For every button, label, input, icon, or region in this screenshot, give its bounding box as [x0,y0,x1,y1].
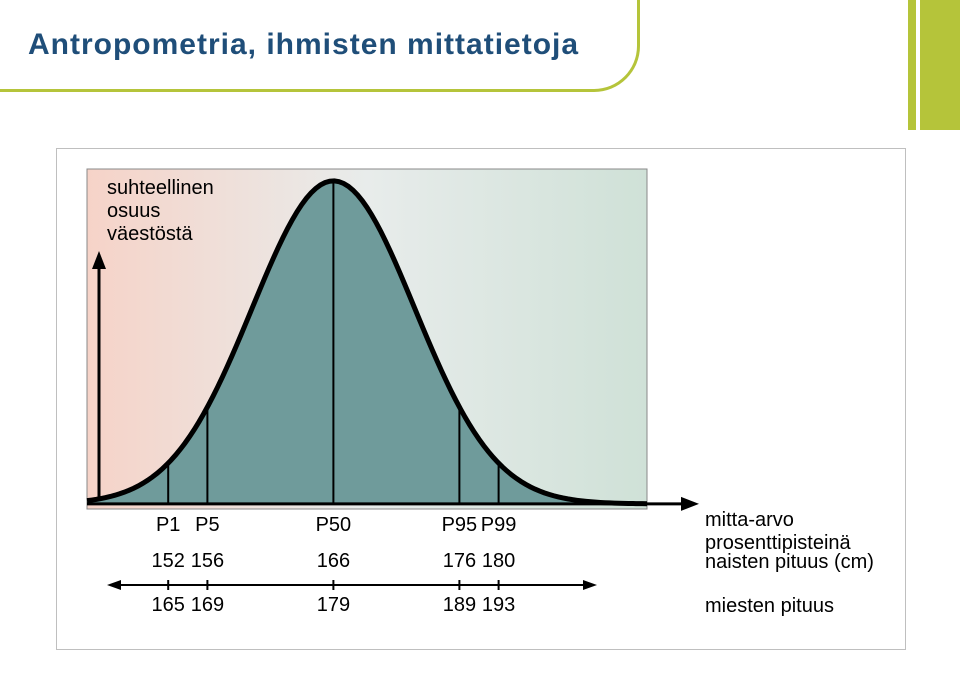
svg-text:P95: P95 [442,514,478,536]
svg-text:P50: P50 [316,514,352,536]
svg-text:P5: P5 [195,514,219,536]
slide: Antropometria, ihmisten mittatietoja P1P… [0,0,960,677]
svg-text:156: 156 [191,550,224,572]
row-label-women: naisten pituus (cm) [705,551,874,574]
svg-text:193: 193 [482,594,515,616]
svg-text:P99: P99 [481,514,517,536]
accent-stripe-2 [908,0,916,130]
row-label-percentiles: mitta-arvo prosenttipisteinä [705,509,851,555]
chart-frame: P1 P5 P50 P95P99 152 156 166 176 180 165 169 179 189… [56,148,906,650]
svg-text:P1: P1 [156,514,180,536]
svg-text:169: 169 [191,594,224,616]
svg-text:180: 180 [482,550,515,572]
svg-text:166: 166 [317,550,350,572]
svg-text:165: 165 [152,594,185,616]
title-box: Antropometria, ihmisten mittatietoja [0,0,640,92]
y-axis-label: suhteellinen osuus väestöstä [107,177,214,246]
row-label-men: miesten pituus [705,595,834,618]
svg-text:176: 176 [443,550,476,572]
svg-text:179: 179 [317,594,350,616]
svg-text:152: 152 [152,550,185,572]
svg-text:189: 189 [443,594,476,616]
accent-stripe-1 [920,0,960,130]
slide-title: Antropometria, ihmisten mittatietoja [28,28,579,62]
